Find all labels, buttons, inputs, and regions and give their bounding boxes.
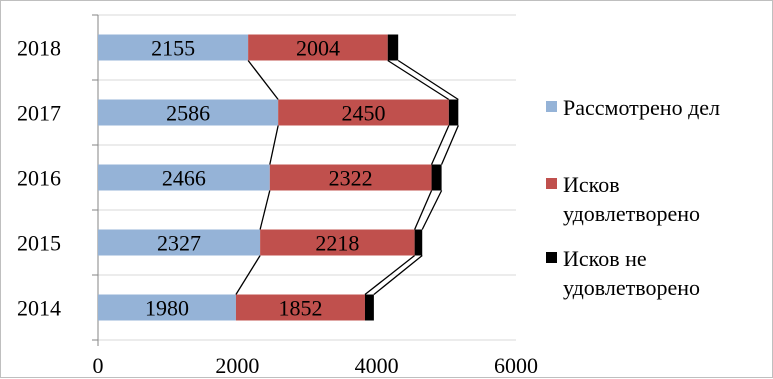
data-label: 2586 [166, 101, 210, 126]
bar-segment [98, 34, 249, 61]
bar-segment [248, 34, 388, 61]
series-line [373, 254, 423, 296]
data-label: 2466 [162, 166, 206, 191]
legend-swatch [546, 101, 557, 112]
bar-segment [414, 229, 423, 256]
x-tick-label: 2000 [215, 353, 259, 378]
series-line [387, 59, 450, 101]
bar-segment [98, 164, 270, 191]
data-label: 2322 [329, 166, 373, 191]
legend-swatch [546, 178, 557, 189]
series-line [269, 125, 279, 165]
x-tick-label: 6000 [494, 353, 538, 378]
data-label: 2218 [315, 231, 359, 256]
series-line [414, 190, 433, 230]
y-tick-label: 2017 [17, 101, 61, 126]
bar-segment [387, 34, 399, 61]
bar-segment [98, 99, 279, 126]
data-label: 2004 [296, 36, 340, 61]
data-label: 2450 [341, 101, 385, 126]
bar-segment [98, 294, 236, 321]
legend-swatch [546, 252, 557, 263]
y-tick-label: 2014 [17, 296, 61, 321]
legend-label: Рассмотрено дел [563, 95, 720, 120]
bar-segment [431, 164, 442, 191]
bar-segment [98, 229, 261, 256]
bar-segment [269, 164, 432, 191]
series-line [430, 125, 450, 165]
y-tick-label: 2015 [17, 231, 61, 256]
y-tick-label: 2018 [17, 36, 61, 61]
data-label: 2155 [151, 36, 195, 61]
series-line [259, 190, 271, 230]
bar-segment [278, 99, 449, 126]
data-label: 1980 [145, 296, 189, 321]
series-line [397, 59, 459, 101]
bar-segment [260, 229, 415, 256]
x-tick-label: 0 [93, 353, 104, 378]
legend-label: Исков не удовлетворено [563, 246, 700, 300]
bar-segment [235, 294, 365, 321]
x-tick-label: 4000 [355, 353, 399, 378]
legend-label: Исков удовлетворено [563, 172, 700, 226]
y-tick-label: 2016 [17, 166, 61, 191]
data-label: 1852 [278, 296, 322, 321]
series-line [247, 60, 279, 100]
series-line [364, 254, 416, 296]
series-line [440, 125, 459, 165]
series-line [235, 255, 261, 295]
bar-segment [448, 99, 459, 126]
data-label: 2327 [157, 231, 201, 256]
bar-segment [364, 294, 374, 321]
series-line [421, 190, 443, 230]
